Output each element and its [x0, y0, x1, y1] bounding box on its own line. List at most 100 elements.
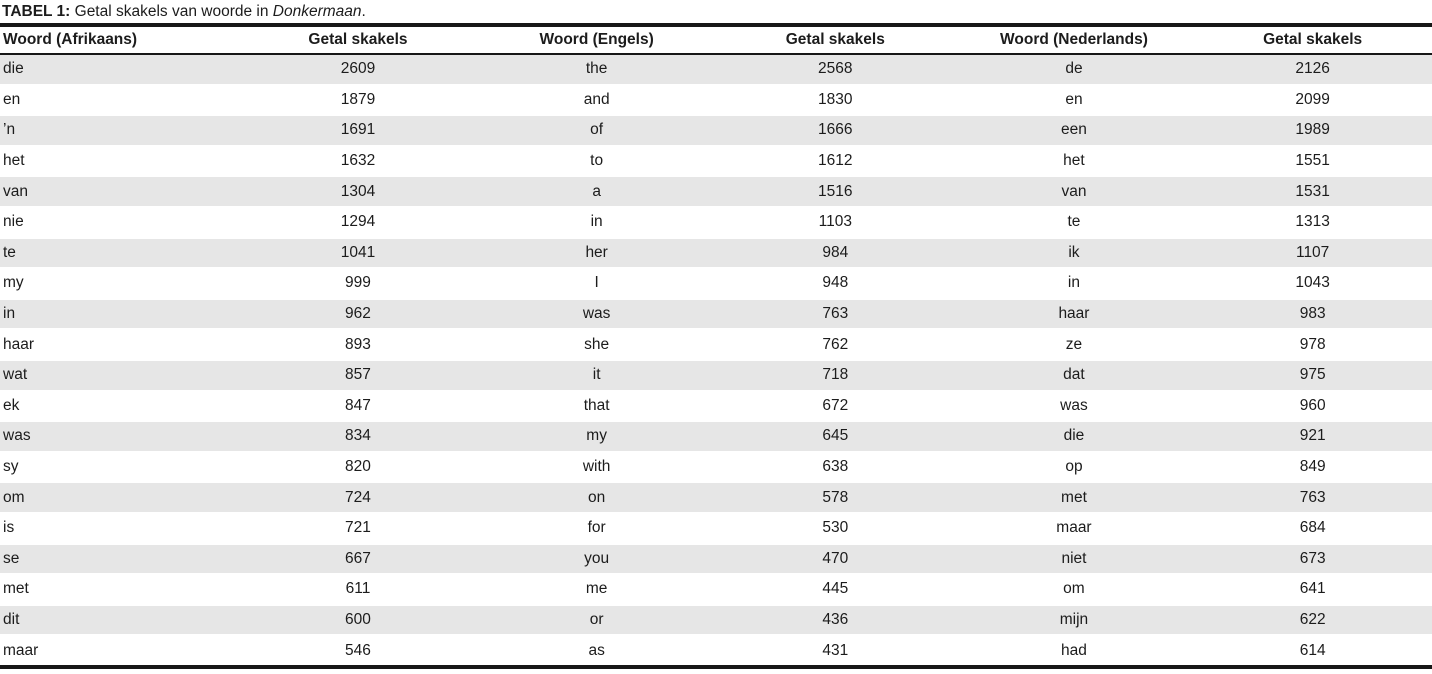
cell-count-dutch: 1531 [1193, 175, 1432, 208]
cell-count-afrikaans: 546 [238, 634, 478, 668]
cell-count-afrikaans: 667 [238, 543, 478, 576]
caption-divider-rule [0, 23, 1432, 27]
cell-word-afrikaans: van [0, 175, 239, 208]
cell-word-english: my [477, 420, 716, 453]
table-row: wat 857 it 718 dat 975 [0, 359, 1432, 392]
cell-count-english: 718 [715, 359, 955, 392]
cell-count-afrikaans: 820 [238, 451, 478, 484]
cell-count-afrikaans: 962 [238, 298, 478, 331]
cell-word-english: to [477, 145, 716, 178]
header-row: Woord (Afrikaans) Getal skakels Woord (E… [0, 27, 1432, 55]
cell-count-english: 1516 [715, 175, 955, 208]
cell-word-english: she [477, 328, 716, 361]
header-word-afrikaans: Woord (Afrikaans) [0, 27, 239, 55]
cell-word-english: I [477, 267, 716, 300]
header-word-dutch: Woord (Nederlands) [954, 27, 1194, 55]
cell-word-afrikaans: sy [0, 451, 239, 484]
cell-word-afrikaans: die [0, 53, 239, 86]
cell-count-dutch: 960 [1193, 390, 1432, 423]
cell-word-afrikaans: nie [0, 206, 239, 239]
cell-word-afrikaans: ’n [0, 114, 239, 147]
cell-count-english: 948 [715, 267, 955, 300]
cell-word-dutch: ik [954, 237, 1194, 270]
cell-count-afrikaans: 611 [238, 573, 478, 606]
cell-word-afrikaans: haar [0, 328, 239, 361]
cell-word-english: her [477, 237, 716, 270]
cell-count-dutch: 684 [1193, 512, 1432, 545]
cell-count-english: 431 [715, 634, 955, 668]
cell-word-dutch: mijn [954, 604, 1194, 637]
cell-word-english: of [477, 114, 716, 147]
cell-word-dutch: het [954, 145, 1194, 178]
cell-count-dutch: 983 [1193, 298, 1432, 331]
cell-word-dutch: had [954, 634, 1194, 668]
cell-count-dutch: 1313 [1193, 206, 1432, 239]
cell-word-dutch: was [954, 390, 1194, 423]
cell-word-english: for [477, 512, 716, 545]
table-caption: TABEL 1: Getal skakels van woorde in Don… [0, 0, 1432, 23]
cell-count-dutch: 1107 [1193, 237, 1432, 270]
cell-word-afrikaans: is [0, 512, 239, 545]
cell-word-afrikaans: met [0, 573, 239, 606]
cell-count-english: 2568 [715, 53, 955, 86]
table-row: se 667 you 470 niet 673 [0, 543, 1432, 576]
cell-count-english: 984 [715, 237, 955, 270]
cell-count-english: 762 [715, 328, 955, 361]
cell-word-afrikaans: te [0, 237, 239, 270]
cell-word-dutch: op [954, 451, 1194, 484]
cell-word-dutch: met [954, 481, 1194, 514]
cell-count-afrikaans: 834 [238, 420, 478, 453]
cell-count-dutch: 975 [1193, 359, 1432, 392]
cell-count-dutch: 763 [1193, 481, 1432, 514]
cell-count-dutch: 978 [1193, 328, 1432, 361]
cell-word-english: was [477, 298, 716, 331]
cell-word-dutch: ze [954, 328, 1194, 361]
cell-word-english: with [477, 451, 716, 484]
cell-count-english: 763 [715, 298, 955, 331]
cell-count-afrikaans: 1304 [238, 175, 478, 208]
table-row: ek 847 that 672 was 960 [0, 390, 1432, 423]
cell-word-dutch: om [954, 573, 1194, 606]
cell-count-dutch: 641 [1193, 573, 1432, 606]
cell-word-english: you [477, 543, 716, 576]
cell-count-english: 436 [715, 604, 955, 637]
cell-count-dutch: 921 [1193, 420, 1432, 453]
cell-count-english: 1830 [715, 84, 955, 117]
cell-count-english: 638 [715, 451, 955, 484]
table-row: om 724 on 578 met 763 [0, 481, 1432, 514]
cell-word-dutch: de [954, 53, 1194, 86]
cell-word-afrikaans: het [0, 145, 239, 178]
table-row: met 611 me 445 om 641 [0, 573, 1432, 606]
cell-word-afrikaans: dit [0, 604, 239, 637]
cell-word-afrikaans: en [0, 84, 239, 117]
header-word-english: Woord (Engels) [477, 27, 716, 55]
cell-word-dutch: te [954, 206, 1194, 239]
cell-word-english: or [477, 604, 716, 637]
cell-count-afrikaans: 721 [238, 512, 478, 545]
cell-word-afrikaans: se [0, 543, 239, 576]
table-header: Woord (Afrikaans) Getal skakels Woord (E… [0, 27, 1432, 55]
table-body: die 2609 the 2568 de 2126 en 1879 and 1830 en 2099’… [0, 53, 1432, 668]
cell-count-english: 1103 [715, 206, 955, 239]
table-row: ’n 1691 of 1666 een 1989 [0, 114, 1432, 147]
table-caption-book-title: Donkermaan [272, 3, 362, 20]
cell-word-english: me [477, 573, 716, 606]
cell-word-english: that [477, 390, 716, 423]
cell-count-dutch: 2099 [1193, 84, 1432, 117]
table-row: nie 1294 in 1103 te 1313 [0, 206, 1432, 239]
cell-count-english: 1666 [715, 114, 955, 147]
cell-word-afrikaans: was [0, 420, 239, 453]
cell-word-english: the [477, 53, 716, 86]
table-row: het 1632 to 1612 het 1551 [0, 145, 1432, 178]
cell-count-afrikaans: 847 [238, 390, 478, 423]
cell-word-afrikaans: my [0, 267, 239, 300]
cell-word-afrikaans: ek [0, 390, 239, 423]
cell-count-dutch: 614 [1193, 634, 1432, 668]
cell-word-afrikaans: om [0, 481, 239, 514]
cell-count-english: 470 [715, 543, 955, 576]
cell-word-afrikaans: in [0, 298, 239, 331]
cell-word-dutch: maar [954, 512, 1194, 545]
cell-count-dutch: 1043 [1193, 267, 1432, 300]
cell-word-dutch: en [954, 84, 1194, 117]
table-row: te 1041 her 984 ik 1107 [0, 237, 1432, 270]
